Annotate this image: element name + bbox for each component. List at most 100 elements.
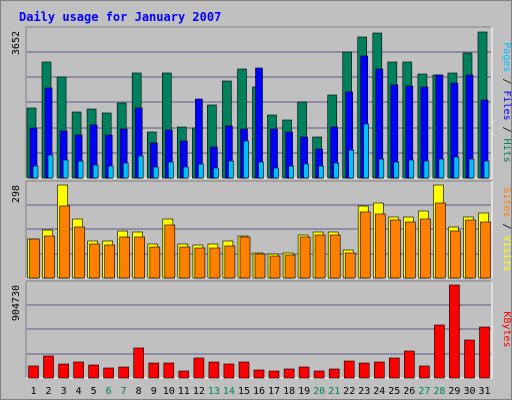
- y-max-label: 904730: [11, 285, 22, 321]
- bar-sites-day-6: [104, 244, 115, 279]
- bar-kbytes-day-29: [449, 284, 460, 379]
- day-label-19: 19: [298, 386, 310, 397]
- day-label-24: 24: [373, 386, 385, 397]
- bar-sites-day-14: [224, 245, 236, 279]
- series-label-sites: Sites: [501, 187, 512, 217]
- bar-pages-day-21: [333, 162, 340, 179]
- bar-sites-day-21: [329, 234, 341, 279]
- bar-kbytes-day-25: [388, 357, 400, 379]
- bar-kbytes-day-3: [58, 363, 69, 379]
- day-label-4: 4: [76, 386, 82, 397]
- day-label-15: 15: [238, 386, 250, 397]
- series-axis-label: Pages / Files / Hits: [501, 42, 512, 162]
- day-label-8: 8: [136, 386, 142, 397]
- bar-pages-day-8: [137, 155, 144, 179]
- bar-sites-day-26: [404, 221, 416, 279]
- bar-pages-day-31: [483, 160, 490, 179]
- day-label-14: 14: [223, 386, 235, 397]
- bar-pages-day-23: [363, 123, 370, 179]
- bar-kbytes-day-1: [28, 365, 39, 379]
- series-label-pages: Pages: [501, 42, 512, 72]
- series-axis-label: KBytes: [501, 311, 512, 347]
- series-label-separator: /: [501, 121, 512, 139]
- bar-kbytes-day-17: [268, 370, 280, 379]
- y-max-label: 298: [11, 185, 22, 203]
- bar-pages-day-29: [453, 156, 460, 179]
- day-label-10: 10: [163, 386, 175, 397]
- day-label-13: 13: [208, 386, 220, 397]
- bar-sites-day-28: [435, 202, 446, 279]
- bar-pages-day-6: [107, 165, 114, 179]
- bar-pages-day-12: [198, 163, 204, 179]
- day-label-23: 23: [358, 386, 370, 397]
- bar-kbytes-day-11: [178, 370, 190, 379]
- bar-kbytes-day-31: [479, 326, 490, 379]
- day-label-16: 16: [253, 386, 265, 397]
- panel-hits-files-pages: 3652 Pages / Files / Hits: [11, 26, 512, 179]
- bar-sites-day-15: [239, 236, 251, 279]
- bar-pages-day-27: [423, 160, 430, 179]
- panel-visits-sites: 298 Sites / Visits: [11, 180, 512, 279]
- day-label-12: 12: [193, 386, 205, 397]
- bar-pages-day-3: [62, 159, 69, 179]
- bar-sites-day-25: [389, 219, 401, 279]
- bar-kbytes-day-5: [88, 364, 99, 379]
- bar-sites-day-30: [465, 219, 476, 279]
- bar-kbytes-day-16: [253, 369, 265, 379]
- day-label-5: 5: [91, 386, 97, 397]
- bar-pages-day-19: [303, 163, 309, 179]
- bar-pages-day-9: [153, 166, 159, 179]
- bar-sites-day-27: [420, 218, 431, 279]
- bar-kbytes-day-18: [283, 368, 295, 379]
- bar-sites-day-12: [194, 247, 206, 279]
- bar-sites-day-23: [359, 211, 371, 279]
- bar-pages-day-15: [243, 140, 249, 179]
- bar-kbytes-day-22: [343, 360, 355, 379]
- series-label-kbytes: KBytes: [501, 311, 512, 347]
- bar-kbytes-day-15: [238, 361, 250, 379]
- bar-kbytes-day-21: [328, 368, 340, 379]
- day-label-1: 1: [30, 386, 36, 397]
- bar-kbytes-day-2: [43, 355, 54, 379]
- bar-sites-day-29: [450, 230, 461, 279]
- bar-kbytes-day-28: [434, 324, 445, 379]
- bar-sites-day-22: [344, 252, 356, 279]
- series-axis-label: Sites / Visits: [501, 187, 512, 271]
- bar-pages-day-30: [468, 158, 475, 179]
- day-label-29: 29: [448, 386, 460, 397]
- x-axis-labels: 1 2 3 4 5 6 7 8 9 10 11 12 13 14 15 16 17 18 19 20 21 22 23 24 2…: [30, 386, 490, 397]
- day-label-2: 2: [45, 386, 51, 397]
- bar-pages-day-11: [183, 166, 189, 179]
- bar-kbytes-day-7: [118, 366, 129, 379]
- series-label-files: Files: [501, 90, 512, 120]
- bar-pages-day-25: [393, 161, 400, 179]
- bar-pages-day-2: [47, 154, 54, 179]
- bar-sites-day-4: [74, 226, 85, 279]
- bar-pages-day-22: [348, 149, 355, 179]
- bar-kbytes-day-13: [208, 361, 220, 379]
- bar-pages-day-5: [92, 164, 99, 179]
- bar-sites-day-5: [89, 243, 100, 279]
- bar-kbytes-day-23: [358, 362, 370, 379]
- bar-sites-day-8: [134, 236, 145, 279]
- bar-kbytes-day-19: [298, 366, 310, 379]
- bar-pages-day-16: [258, 161, 264, 179]
- day-label-7: 7: [121, 386, 127, 397]
- bar-kbytes-day-26: [403, 350, 415, 379]
- chart-title: Daily usage for January 2007: [19, 10, 221, 24]
- bar-files-day-16: [255, 67, 263, 179]
- bar-kbytes-day-14: [223, 363, 235, 379]
- day-label-31: 31: [478, 386, 490, 397]
- y-max-label: 3652: [11, 31, 22, 55]
- bar-sites-day-9: [149, 246, 161, 279]
- day-label-18: 18: [283, 386, 295, 397]
- day-label-25: 25: [388, 386, 400, 397]
- day-label-28: 28: [433, 386, 445, 397]
- bar-pages-day-1: [32, 165, 39, 179]
- bar-pages-day-28: [438, 158, 445, 179]
- day-label-17: 17: [268, 386, 280, 397]
- bar-sites-day-18: [284, 254, 296, 279]
- bar-kbytes-day-8: [133, 347, 144, 379]
